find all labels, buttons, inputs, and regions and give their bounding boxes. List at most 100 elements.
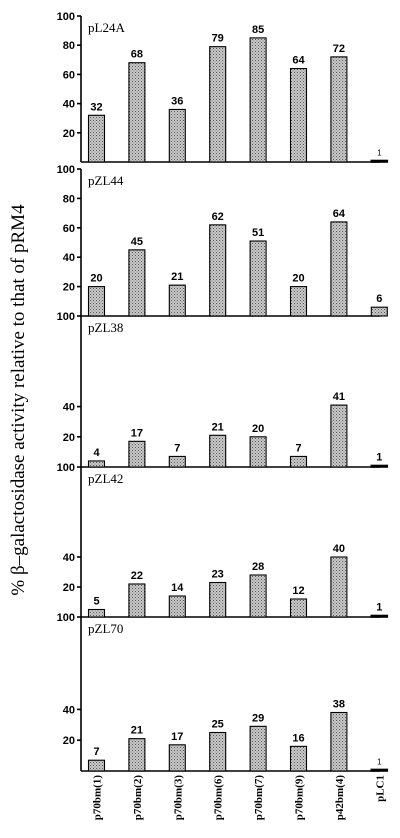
bar: [168, 108, 186, 163]
bar: [249, 436, 267, 468]
y-tick-label: 40: [63, 252, 75, 264]
chart-panels: 20406080100pL24A326836798564721204060801…: [57, 11, 389, 772]
y-tick-label: 20: [63, 432, 75, 444]
category-label: p70bm(7): [253, 775, 265, 821]
category-label: p70bm(3): [172, 775, 184, 821]
y-axis-label: % β–galactosidase activity relative to t…: [8, 204, 29, 596]
data-label: 1: [376, 451, 382, 463]
data-label: 40: [333, 543, 345, 555]
bar: [330, 221, 348, 317]
data-label: 36: [171, 95, 183, 107]
bar: [370, 159, 389, 163]
y-tick-label: 100: [57, 11, 75, 23]
bar: [209, 731, 227, 772]
data-label: 1: [376, 602, 382, 614]
bar: [209, 224, 227, 317]
bar: [330, 711, 348, 772]
data-label: 6: [376, 293, 382, 305]
bar: [249, 240, 267, 317]
data-label: 16: [292, 732, 304, 744]
data-label: 28: [252, 561, 264, 573]
data-label: 64: [333, 208, 346, 220]
y-tick-label: 60: [63, 223, 75, 235]
bar: [87, 286, 106, 317]
panel-title: pZL38: [88, 320, 123, 335]
bar: [330, 56, 348, 163]
y-tick-label: 40: [63, 99, 75, 111]
data-label: 72: [333, 43, 345, 55]
y-tick-label: 40: [63, 704, 75, 716]
category-label: p70bm(6): [213, 775, 225, 821]
category-label: p70bm(2): [132, 775, 144, 821]
bar: [249, 725, 267, 772]
bar: [330, 556, 348, 618]
bar: [249, 37, 267, 163]
y-tick-label: 20: [63, 282, 75, 294]
data-label: 17: [131, 427, 143, 439]
bar: [168, 455, 186, 468]
bar: [370, 464, 389, 468]
bar: [289, 455, 308, 468]
panel-title: pZL42: [88, 471, 123, 486]
y-tick-label: 40: [63, 552, 75, 564]
bar: [209, 434, 227, 468]
data-label: 7: [174, 442, 180, 454]
bar: [330, 404, 348, 468]
data-label: 41: [333, 391, 345, 403]
category-label: p70bm(1): [92, 775, 104, 821]
bar: [168, 284, 186, 317]
panel-pzl44: 20 40 60 80 100 pZL44 20 45 21 62 51 20 64 6: [57, 164, 388, 317]
y-tick-label: 60: [63, 69, 75, 81]
data-label: 20: [292, 273, 304, 285]
bar: [209, 581, 227, 618]
panel-pl24a: 20 40 60 80 100 pL24A 32 68 36 79 85 64 72 1: [57, 11, 389, 163]
panel-title: pZL70: [88, 621, 123, 636]
data-label: 21: [131, 725, 143, 737]
bar: [289, 745, 308, 772]
data-label: 1: [377, 757, 382, 766]
data-label: 21: [212, 421, 224, 433]
data-label: 32: [90, 101, 102, 113]
y-tick-label: 40: [63, 402, 75, 414]
y-tick-label: 100: [57, 164, 75, 176]
data-label: 12: [292, 585, 304, 597]
data-label: 20: [252, 423, 264, 435]
data-label: 64: [292, 55, 305, 67]
bar: [370, 768, 389, 772]
data-label: 21: [171, 271, 183, 283]
data-label: 79: [212, 33, 224, 45]
data-label: 7: [93, 746, 99, 758]
y-tick-label: 80: [63, 40, 75, 52]
data-label: 51: [252, 227, 264, 239]
data-label: 62: [212, 211, 224, 223]
y-tick-label: 100: [57, 462, 75, 474]
y-tick-label: 80: [63, 193, 75, 205]
data-label: 4: [93, 447, 100, 459]
y-tick-label: 100: [57, 612, 75, 624]
category-labels: p70bm(1) p70bm(2) p70bm(3) p70bm(6) p70bm(7)…: [92, 775, 387, 821]
bar: [87, 608, 106, 618]
data-label: 85: [252, 24, 264, 36]
bar: [289, 286, 308, 317]
panel-pzl42: 20 40 100 pZL42 5 22 14 23 28 12 40 1: [57, 462, 389, 618]
bar: [128, 62, 146, 163]
data-label: 38: [333, 698, 345, 710]
bar: [128, 583, 146, 618]
data-label: 25: [212, 719, 224, 731]
bar: [370, 306, 388, 317]
data-label: 45: [131, 236, 143, 248]
data-label: 5: [93, 596, 99, 608]
data-label: 23: [212, 569, 224, 581]
data-label: 7: [295, 442, 301, 454]
bar: [87, 759, 106, 772]
panel-title: pL24A: [88, 20, 125, 35]
category-label: pLC1: [374, 775, 386, 802]
y-tick-label: 100: [57, 311, 75, 323]
y-tick-label: 20: [63, 582, 75, 594]
y-tick-label: 20: [63, 735, 75, 747]
category-label: p42bm(4): [334, 775, 346, 821]
data-label: 17: [171, 731, 183, 743]
data-label: 68: [131, 49, 143, 61]
bar: [87, 114, 106, 163]
